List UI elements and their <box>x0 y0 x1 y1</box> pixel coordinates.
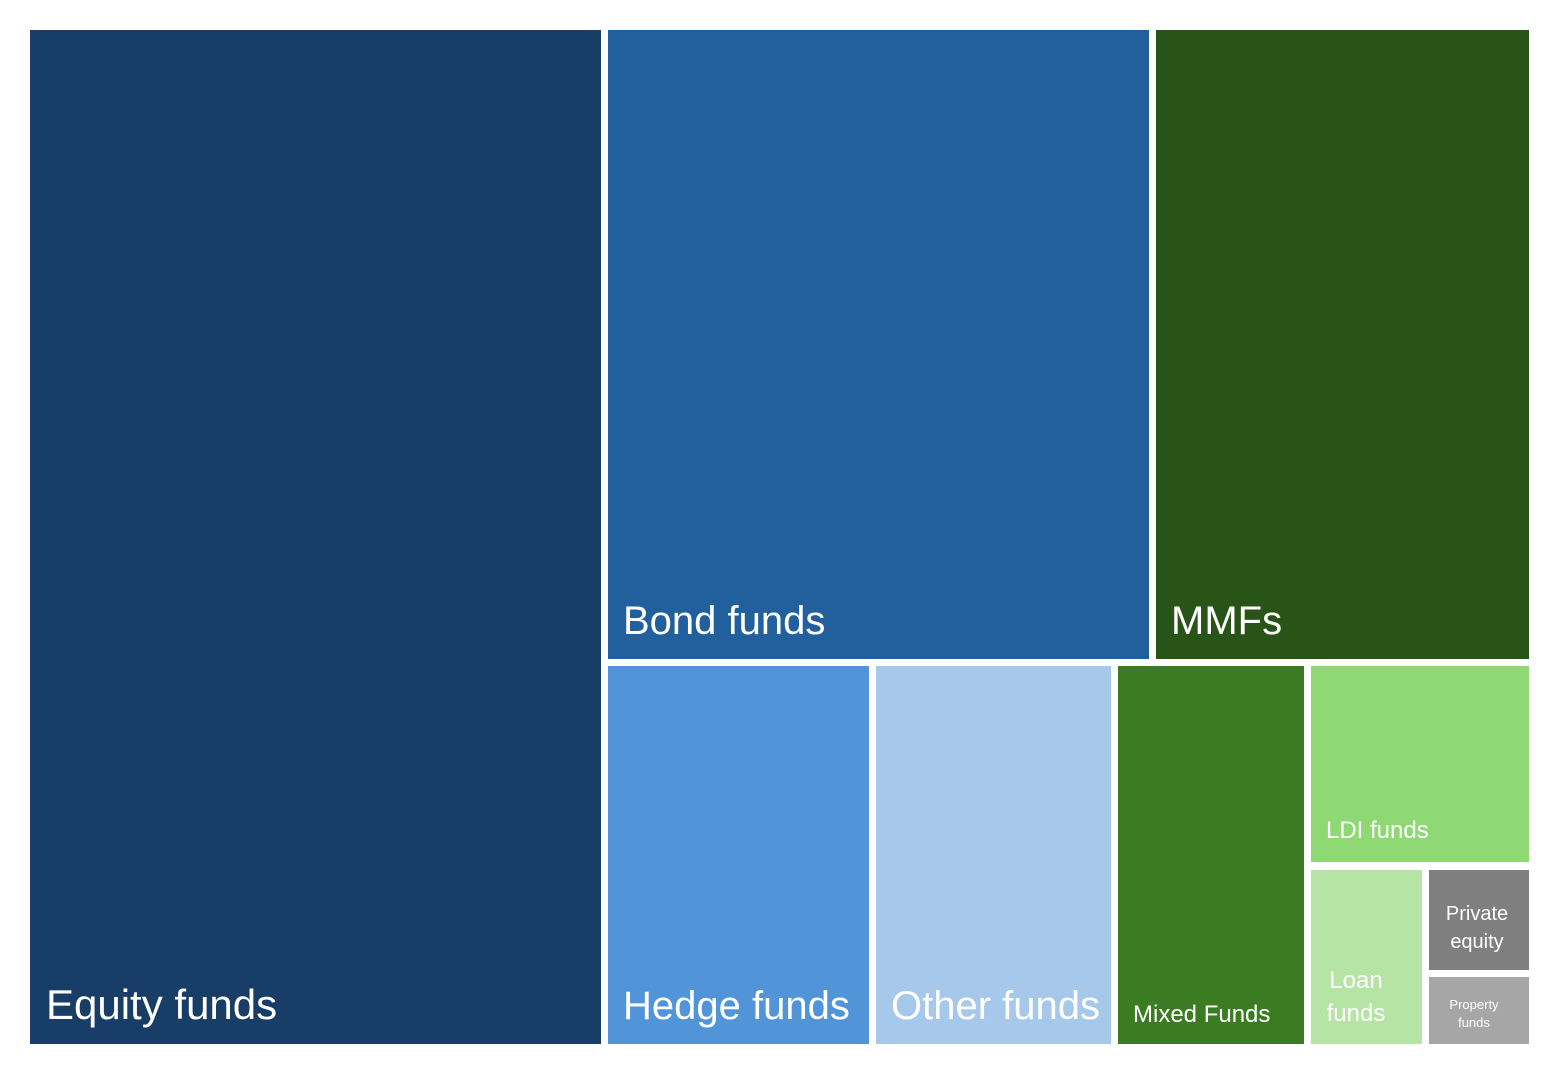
tile-private-equity: Private equity <box>1429 870 1529 970</box>
tile-other-funds: Other funds <box>876 666 1111 1044</box>
label-bond-funds: Bond funds <box>623 599 826 643</box>
tile-mixed-funds: Mixed Funds <box>1118 666 1304 1044</box>
tile-ldi-funds: LDI funds <box>1311 666 1529 862</box>
label-mixed-funds: Mixed Funds <box>1133 1001 1271 1029</box>
tile-property-funds: Property funds <box>1429 977 1529 1044</box>
label-private-equity: Private equity <box>1445 903 1509 953</box>
label-loan-funds: Loan funds <box>1326 967 1386 1027</box>
label-equity-funds: Equity funds <box>46 980 278 1028</box>
label-ldi-funds: LDI funds <box>1326 817 1429 845</box>
label-hedge-funds: Hedge funds <box>623 984 850 1028</box>
label-other-funds: Other funds <box>891 984 1101 1028</box>
tile-mmfs: MMFs <box>1156 30 1529 659</box>
tile-loan-funds: Loan funds <box>1311 870 1422 1044</box>
tile-bond-funds: Bond funds <box>608 30 1149 659</box>
label-mmfs: MMFs <box>1171 599 1283 643</box>
tile-hedge-funds: Hedge funds <box>608 666 869 1044</box>
tile-equity-funds: Equity funds <box>30 30 601 1044</box>
label-property-funds: Property funds <box>1449 996 1499 1030</box>
